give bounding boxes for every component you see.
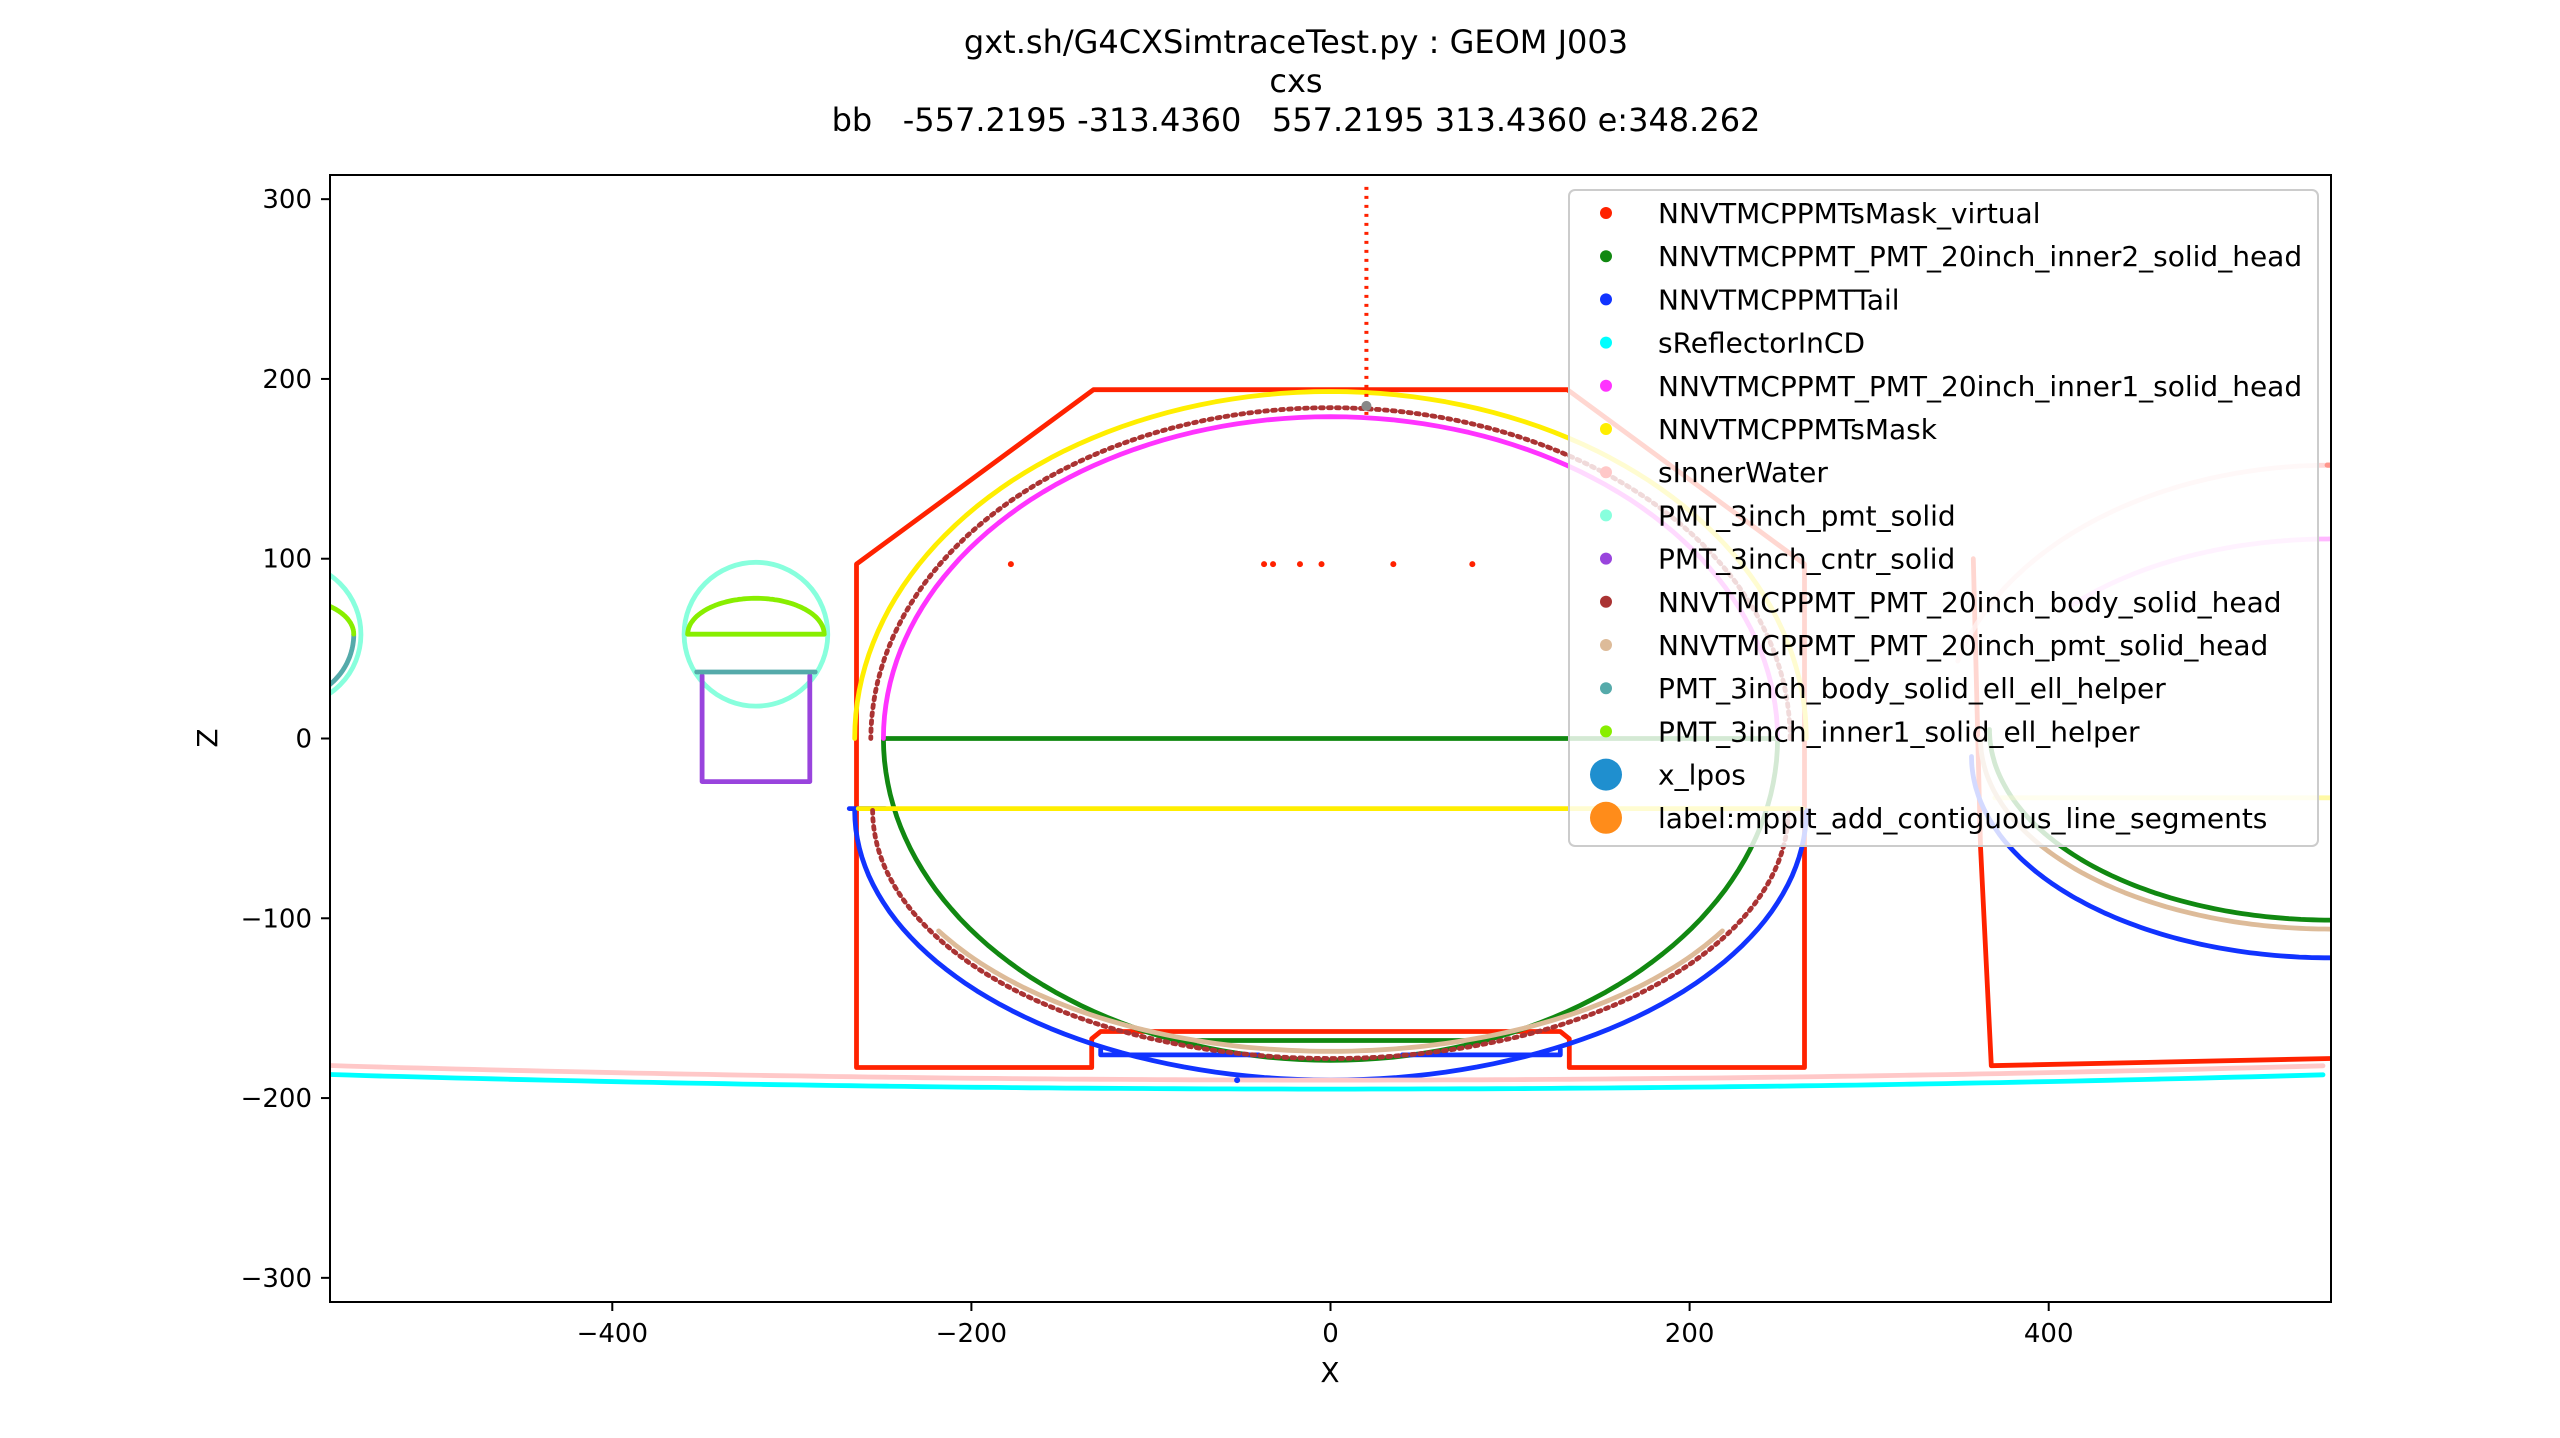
point-nnvtmcppmtsmask-virtual-5 bbox=[1390, 561, 1397, 568]
series-pmt-3inch-cntr-solid-22 bbox=[699, 673, 813, 784]
series-sreflectorincd-12 bbox=[330, 1072, 2326, 1092]
x-tick-label: 400 bbox=[2024, 1319, 2074, 1349]
legend-label-nnvtmcppmt-pmt-20inch-inner1-solid-head: NNVTMCPPMT_PMT_20inch_inner1_solid_head bbox=[1658, 370, 2302, 403]
legend: NNVTMCPPMTsMask_virtual NNVTMCPPMT_PMT_20… bbox=[1568, 189, 2319, 847]
y-axis-label: Z bbox=[191, 728, 224, 747]
x-axis-ticks: −400 −200 0 200 400 bbox=[577, 1302, 2074, 1349]
legend-marker-pmt-3inch-inner1-solid-ell-helper bbox=[1600, 725, 1612, 738]
legend-label-x-lpos: x_lpos bbox=[1658, 759, 1746, 792]
series-pmt-3inch-pmt-solid-20 bbox=[681, 559, 831, 709]
x-axis-label: X bbox=[1320, 1356, 1339, 1389]
series-pmt-3inch-pmt-solid-21 bbox=[330, 572, 364, 697]
legend-label-nnvtmcppmt-pmt-20inch-inner2-solid-head: NNVTMCPPMT_PMT_20inch_inner2_solid_head bbox=[1658, 240, 2302, 273]
title-line-3: bb -557.2195 -313.4360 557.2195 313.4360… bbox=[832, 101, 1761, 139]
series-pmt-3inch-inner1-solid-ell-helper-29 bbox=[685, 595, 827, 637]
legend-marker-sinnerwater bbox=[1600, 466, 1612, 479]
x-tick-label: −400 bbox=[577, 1319, 648, 1349]
legend-marker-nnvtmcppmt-pmt-20inch-inner2-solid-head bbox=[1600, 250, 1612, 263]
series-nnvtmcppmtsmask-virtual-0 bbox=[854, 387, 1807, 1070]
legend-label-pmt-3inch-cntr-solid: PMT_3inch_cntr_solid bbox=[1658, 543, 1955, 576]
legend-marker-nnvtmcppmt-pmt-20inch-body-solid-head bbox=[1600, 595, 1612, 608]
y-tick-label: 200 bbox=[262, 365, 312, 395]
legend-label-pmt-3inch-pmt-solid: PMT_3inch_pmt_solid bbox=[1658, 499, 1956, 532]
point-nnvtmcppmttail-0 bbox=[1234, 1077, 1241, 1084]
legend-label-label-mpplt-add-contiguous-line-segments: label:mpplt_add_contiguous_line_segments bbox=[1658, 802, 2267, 835]
legend-marker-pmt-3inch-cntr-solid bbox=[1600, 552, 1612, 565]
series-nnvtmcppmttail-9 bbox=[1098, 1047, 1262, 1058]
x-tick-label: 200 bbox=[1665, 1319, 1715, 1349]
legend-label-nnvtmcppmt-pmt-20inch-pmt-solid-head: NNVTMCPPMT_PMT_20inch_pmt_solid_head bbox=[1658, 629, 2268, 662]
point-nnvtmcppmtsmask-virtual-1 bbox=[1261, 561, 1268, 568]
legend-label-sinnerwater: sInnerWater bbox=[1658, 456, 1828, 489]
point-nnvtmcppmtsmask-virtual-6 bbox=[1469, 561, 1476, 568]
legend-label-pmt-3inch-body-solid-ell-ell-helper: PMT_3inch_body_solid_ell_ell_helper bbox=[1658, 672, 2166, 705]
x-tick-label: 0 bbox=[1322, 1319, 1339, 1349]
point-nnvtmcppmtsmask-virtual-4 bbox=[1318, 561, 1325, 568]
title-line-2: cxs bbox=[1269, 62, 1322, 100]
point-nnvtmcppmtsmask-virtual-0 bbox=[1007, 561, 1014, 568]
legend-label-nnvtmcppmttail: NNVTMCPPMTTail bbox=[1658, 283, 1900, 316]
y-tick-label: 100 bbox=[262, 545, 312, 575]
legend-marker-x-lpos bbox=[1590, 758, 1622, 791]
legend-marker-nnvtmcppmttail bbox=[1600, 293, 1612, 306]
legend-label-nnvtmcppmt-pmt-20inch-body-solid-head: NNVTMCPPMT_PMT_20inch_body_solid_head bbox=[1658, 586, 2282, 619]
legend-marker-sreflectorincd bbox=[1600, 336, 1612, 349]
series-nnvtmcppmttail-10 bbox=[1399, 1047, 1563, 1058]
legend-label-pmt-3inch-inner1-solid-ell-helper: PMT_3inch_inner1_solid_ell_helper bbox=[1658, 715, 2140, 748]
legend-label-nnvtmcppmtsmask: NNVTMCPPMTsMask bbox=[1658, 413, 1938, 446]
y-tick-label: −100 bbox=[241, 904, 312, 934]
y-tick-label: −300 bbox=[241, 1264, 312, 1294]
legend-frame bbox=[1568, 189, 2319, 847]
legend-marker-nnvtmcppmtsmask-virtual bbox=[1600, 207, 1612, 219]
legend-marker-nnvtmcppmt-pmt-20inch-pmt-solid-head bbox=[1600, 639, 1612, 651]
legend-marker-pmt-3inch-body-solid-ell-ell-helper bbox=[1600, 682, 1612, 695]
series-nnvtmcppmt-pmt-20inch-body-solid-head-24 bbox=[870, 808, 1791, 1061]
series-nnvtmcppmt-pmt-20inch-pmt-solid-head-25 bbox=[936, 928, 1725, 1054]
y-tick-label: 0 bbox=[295, 725, 312, 755]
legend-marker-label-mpplt-add-contiguous-line-segments bbox=[1590, 801, 1622, 834]
legend-label-nnvtmcppmtsmask-virtual: NNVTMCPPMTsMask_virtual bbox=[1658, 197, 2040, 230]
chart-title: gxt.sh/G4CXSimtraceTest.py : GEOM J003 c… bbox=[832, 23, 1761, 139]
point-nnvtmcppmtsmask-virtual-3 bbox=[1296, 561, 1303, 568]
x-tick-label: −200 bbox=[936, 1319, 1007, 1349]
legend-label-sreflectorincd: sReflectorInCD bbox=[1658, 327, 1865, 360]
title-line-1: gxt.sh/G4CXSimtraceTest.py : GEOM J003 bbox=[964, 23, 1628, 61]
legend-marker-nnvtmcppmtsmask bbox=[1600, 423, 1612, 435]
legend-marker-nnvtmcppmt-pmt-20inch-inner1-solid-head bbox=[1600, 379, 1612, 392]
y-tick-label: 300 bbox=[262, 185, 312, 215]
series-pmt-3inch-inner1-solid-ell-helper-31 bbox=[330, 603, 357, 637]
point-x-lpos bbox=[1361, 400, 1372, 411]
y-axis-ticks: −300 −200 −100 0 100 200 300 bbox=[241, 185, 330, 1294]
legend-marker-pmt-3inch-pmt-solid bbox=[1600, 509, 1612, 522]
point-nnvtmcppmtsmask-virtual-2 bbox=[1270, 561, 1277, 568]
series-sinnerwater-18 bbox=[330, 1063, 2326, 1083]
y-tick-label: −200 bbox=[241, 1084, 312, 1114]
